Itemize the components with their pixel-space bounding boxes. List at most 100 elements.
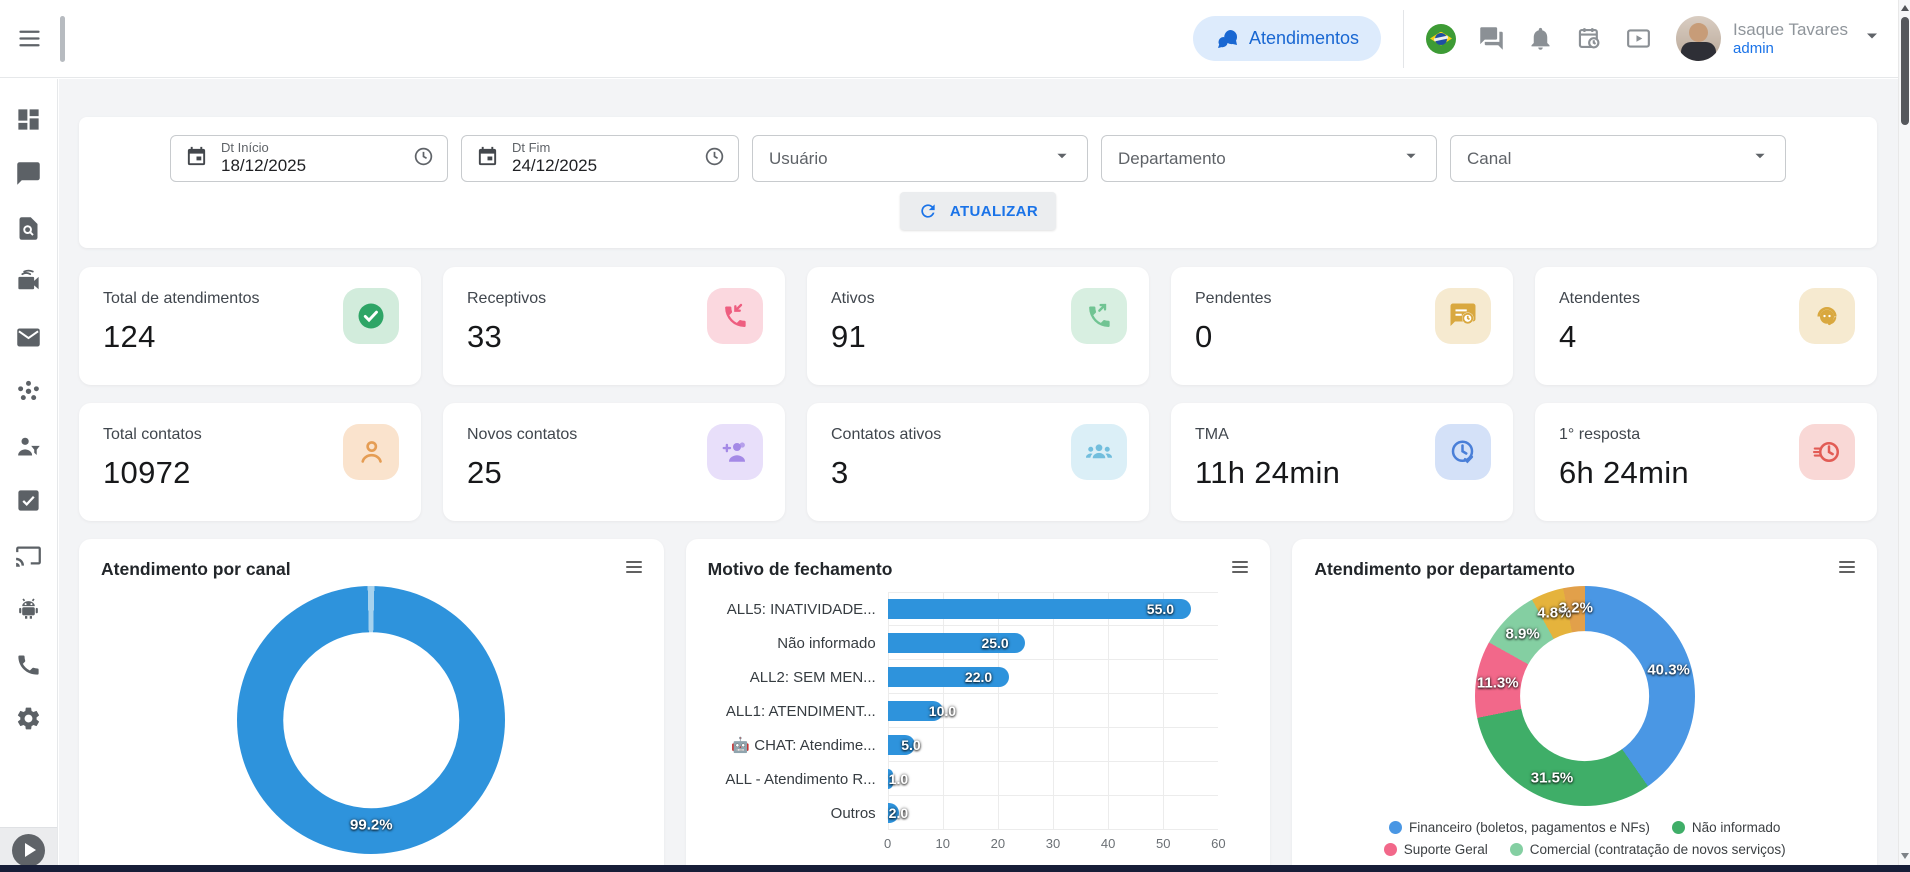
topbar-vertical-divider	[1403, 10, 1404, 68]
chart-title: Atendimento por departamento	[1314, 559, 1855, 580]
language-brazil-flag-icon[interactable]	[1426, 24, 1456, 54]
sidebar-item-person-filter-icon[interactable]	[0, 419, 58, 474]
legend-label: Financeiro (boletos, pagamentos e NFs)	[1409, 820, 1650, 835]
date-start-field[interactable]: Dt Início 18/12/2025	[170, 135, 448, 182]
calendar-icon	[185, 145, 208, 173]
date-end-label: Dt Fim	[512, 141, 703, 156]
chevron-down-icon	[1051, 145, 1073, 172]
donut-chart-canal: 99.2%	[101, 586, 642, 854]
x-axis-tick: 0	[884, 836, 891, 851]
clock-fast-icon	[1799, 424, 1855, 480]
scrollbar-up-arrow[interactable]	[1899, 1, 1910, 15]
clock-icon[interactable]	[412, 145, 435, 173]
sidebar-item-video-live-icon[interactable]	[0, 256, 58, 311]
bar-category-label: ALL1: ATENDIMENT...	[708, 703, 888, 720]
user-role: admin	[1733, 40, 1848, 59]
bar-rows: ALL5: INATIVIDADE...55.0 Não informado 25.…	[708, 592, 1249, 830]
x-axis-tick: 40	[1101, 836, 1115, 851]
scrollbar-thumb[interactable]	[1901, 17, 1909, 125]
donut-slice-label: 31.5%	[1531, 769, 1574, 786]
stats-row-1: Total de atendimentos124Receptivos33Ativ…	[79, 267, 1877, 385]
sidebar-item-robot-icon[interactable]	[0, 583, 58, 638]
channel-select[interactable]: Canal	[1450, 135, 1786, 182]
bar-track: 1.0	[888, 762, 1219, 796]
check-circle-icon	[343, 288, 399, 344]
chart-menu-icon[interactable]	[1228, 555, 1252, 582]
donut-slice-label: 11.3%	[1477, 674, 1519, 691]
bar-category-label: Não informado	[708, 635, 888, 652]
stat-card-pendentes: Pendentes0	[1171, 267, 1513, 385]
bar-value-label: 25.0	[981, 635, 1008, 651]
bar-fill	[888, 599, 1191, 619]
chart-card-atendimento-por-canal: Atendimento por canal 99.2%	[79, 539, 664, 872]
bar-category-label: 🤖 CHAT: Atendime...	[708, 736, 888, 754]
donut-hole	[1520, 631, 1650, 761]
filter-card: Dt Início 18/12/2025 Dt Fim 24/12/2025 U…	[79, 117, 1877, 248]
sidebar-item-file-search-icon[interactable]	[0, 201, 58, 256]
donut-slice-label: 8.9%	[1506, 625, 1540, 642]
legend-item-suporte-geral[interactable]: Suporte Geral	[1384, 842, 1488, 857]
legend-dot-icon	[1384, 843, 1397, 856]
date-end-field[interactable]: Dt Fim 24/12/2025	[461, 135, 739, 182]
sidebar-expand-button[interactable]	[12, 834, 45, 867]
sidebar-item-dashboard-icon[interactable]	[0, 92, 58, 147]
atendimentos-module-button[interactable]: Atendimentos	[1193, 16, 1381, 61]
sidebar-item-chat-icon[interactable]	[0, 147, 58, 202]
sidebar-item-phone-icon[interactable]	[0, 637, 58, 692]
sidebar	[0, 79, 58, 872]
chart-card-atendimento-por-departamento: Atendimento por departamento 40.3%31.5%1…	[1292, 539, 1877, 872]
scrollbar-down-arrow[interactable]	[1899, 849, 1910, 863]
donut-chart-departamento: 40.3%31.5%11.3%8.9%4.8%3.2%Financeiro (b…	[1314, 586, 1855, 872]
user-select[interactable]: Usuário	[752, 135, 1088, 182]
play-icon	[25, 843, 36, 857]
refresh-button[interactable]: ATUALIZAR	[900, 192, 1056, 230]
department-select[interactable]: Departamento	[1101, 135, 1437, 182]
donut: 99.2%	[237, 586, 505, 854]
chevron-down-icon[interactable]	[1860, 24, 1884, 53]
user-menu[interactable]: Isaque Tavares admin	[1676, 16, 1884, 61]
filter-row: Dt Início 18/12/2025 Dt Fim 24/12/2025 U…	[79, 135, 1877, 182]
notifications-bell-icon[interactable]	[1527, 25, 1554, 52]
stat-card-total-de-atendimentos: Total de atendimentos124	[79, 267, 421, 385]
charts-row: Atendimento por canal 99.2% Motivo de fe…	[79, 539, 1877, 872]
legend-item-nao-informado[interactable]: Não informado	[1672, 820, 1781, 835]
main-content: Dt Início 18/12/2025 Dt Fim 24/12/2025 U…	[59, 79, 1898, 872]
chart-menu-icon[interactable]	[1835, 555, 1859, 582]
donut-hole	[284, 632, 460, 808]
chat-forum-icon[interactable]	[1478, 25, 1505, 52]
video-tutorials-icon[interactable]	[1625, 25, 1652, 52]
sidebar-item-gear-icon[interactable]	[0, 692, 58, 747]
clock-check-icon	[1435, 424, 1491, 480]
brazil-flag	[1426, 24, 1456, 54]
chart-card-motivo-de-fechamento: Motivo de fechamento ALL5: INATIVIDADE..…	[686, 539, 1271, 872]
legend-label: Não informado	[1692, 820, 1781, 835]
stat-card-tma: TMA11h 24min	[1171, 403, 1513, 521]
sidebar-item-task-check-icon[interactable]	[0, 474, 58, 529]
stat-card-contatos-ativos: Contatos ativos3	[807, 403, 1149, 521]
bottom-strip	[0, 865, 1910, 872]
module-pill-label: Atendimentos	[1249, 28, 1359, 49]
chevron-down-icon	[1749, 145, 1771, 172]
sidebar-item-hub-icon[interactable]	[0, 365, 58, 420]
bar-row: Não informado 25.0	[708, 626, 1249, 660]
sidebar-item-mail-icon[interactable]	[0, 310, 58, 365]
phone-outgoing-icon	[1071, 288, 1127, 344]
user-select-label: Usuário	[769, 149, 828, 169]
topbar-left	[0, 25, 58, 52]
phone-incoming-icon	[707, 288, 763, 344]
x-axis: 0102030405060	[708, 830, 1249, 852]
legend-item-comercial-contratacao-de-novos-servicos[interactable]: Comercial (contratação de novos serviços…	[1510, 842, 1786, 857]
bar-value-label: 1.0	[889, 771, 908, 787]
department-select-label: Departamento	[1118, 149, 1226, 169]
chart-menu-icon[interactable]	[622, 555, 646, 582]
legend-item-financeiro-boletos-pagamentos-e-nfs[interactable]: Financeiro (boletos, pagamentos e NFs)	[1389, 820, 1650, 835]
bar-row: ALL5: INATIVIDADE...55.0	[708, 592, 1249, 626]
calendar-clock-icon[interactable]	[1576, 25, 1603, 52]
hamburger-menu-icon[interactable]	[16, 25, 43, 52]
chevron-down-icon	[1400, 145, 1422, 172]
clock-icon[interactable]	[703, 145, 726, 173]
sidebar-item-device-cast-icon[interactable]	[0, 528, 58, 583]
sidebar-items	[0, 79, 57, 746]
bar-track: 22.0	[888, 660, 1219, 694]
refresh-row: ATUALIZAR	[79, 192, 1877, 230]
